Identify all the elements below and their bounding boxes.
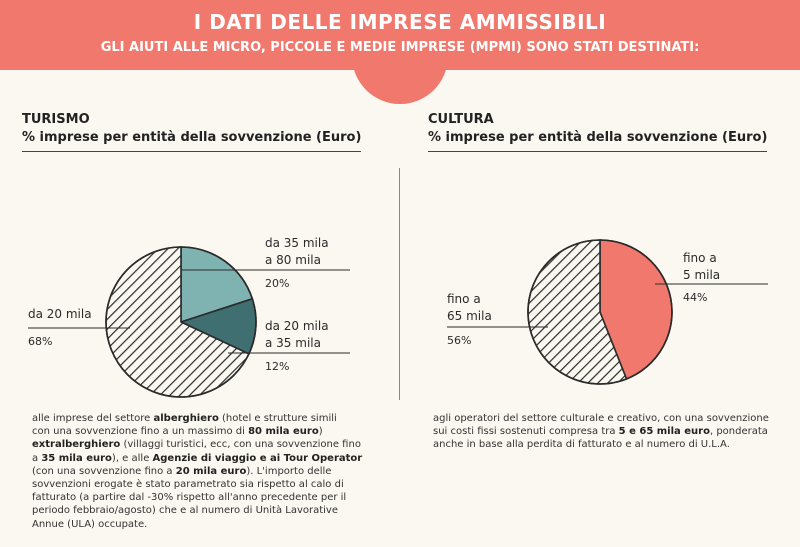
slice-value-label: 56% — [447, 334, 471, 347]
cultura-title: CULTURA — [428, 112, 494, 127]
pie-outline — [527, 239, 673, 385]
description-line: con una sovvenzione fino a un massimo di… — [32, 426, 323, 438]
slice-label: fino a — [447, 292, 481, 306]
slice-label: da 35 mila — [265, 236, 329, 250]
slice-label: a 35 mila — [265, 336, 321, 350]
section-divider — [399, 168, 400, 400]
description-line: (con una sovvenzione fino a 20 mila euro… — [32, 465, 332, 477]
slice-value-label: 12% — [265, 360, 289, 373]
slice-value-label: 44% — [683, 291, 707, 304]
description-line: fatturato (a partire dal -30% rispetto a… — [32, 492, 347, 504]
slice-label: fino a — [683, 251, 717, 265]
description-line: extralberghiero (villaggi turistici, ecc… — [32, 439, 361, 451]
slice-label: 65 mila — [447, 309, 492, 323]
description-line: sovvenzioni erogate è stato parametrato … — [32, 479, 344, 491]
description-line: Annue (ULA) occupate. — [32, 518, 148, 530]
description-line: agli operatori del settore culturale e c… — [433, 413, 769, 424]
description-line: anche in base alla perdita di fatturato … — [433, 439, 730, 451]
turismo-subtitle: % imprese per entità della sovvenzione (… — [22, 130, 362, 152]
description-line: periodo febbraio/agosto) che e al numero… — [32, 505, 339, 517]
page-subtitle: GLI AIUTI ALLE MICRO, PICCOLE E MEDIE IM… — [100, 40, 700, 55]
pie-outline — [105, 246, 257, 398]
turismo-title: TURISMO — [22, 112, 90, 127]
turismo-pie-chart: da 35 mila a 80 mila 20% da 20 mila a 35 mil… — [28, 236, 350, 398]
description-line: a 35 mila euro), e alle Agenzie di viagg… — [32, 452, 363, 464]
turismo-description: alle imprese del settore alberghiero (ho… — [32, 412, 372, 531]
slice-label: da 20 mila — [28, 307, 92, 321]
slice-label: a 80 mila — [265, 253, 321, 267]
cultura-pie-chart: fino a 5 mila 44% fino a 65 mila 56% — [447, 239, 768, 385]
slice-label: 5 mila — [683, 268, 720, 282]
slice-value-label: 68% — [28, 335, 52, 348]
description-line: sui costi fissi sostenuti compresa tra 5… — [433, 426, 768, 438]
slice-label: da 20 mila — [265, 319, 329, 333]
cultura-description: agli operatori del settore culturale e c… — [433, 412, 778, 452]
slice-value-label: 20% — [265, 277, 289, 290]
cultura-subtitle: % imprese per entità della sovvenzione (… — [428, 130, 768, 152]
description-line: alle imprese del settore alberghiero (ho… — [32, 413, 337, 424]
page-title: I DATI DELLE IMPRESE AMMISSIBILI — [193, 10, 607, 34]
